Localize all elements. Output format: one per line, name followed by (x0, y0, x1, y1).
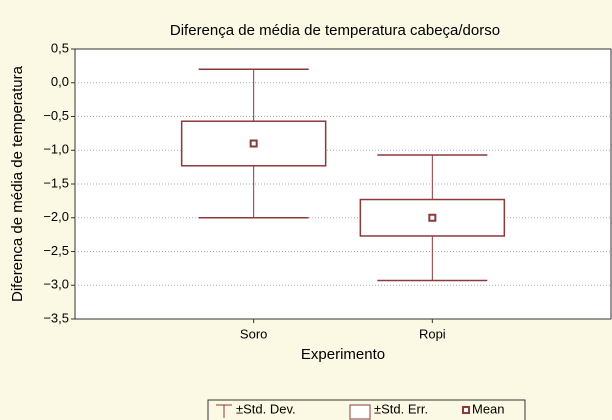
chart-title: Diferença de média de temperatura cabeça… (170, 22, 500, 39)
legend-mean-icon (462, 406, 470, 414)
legend-se-icon (349, 404, 371, 420)
std-err-box (180, 120, 327, 167)
y-axis-label: Diferenca de média de temperatura (9, 65, 26, 302)
y-tick-label: −2,0 (43, 209, 69, 224)
legend-box (207, 399, 526, 420)
x-tick-label: Ropi (419, 326, 446, 341)
x-tick-label: Soro (240, 326, 267, 341)
y-tick-label: −1,0 (43, 142, 69, 157)
x-axis-label: Experimento (301, 346, 385, 363)
y-tick-label: −3,5 (43, 310, 69, 325)
y-tick-label: 0,5 (51, 40, 69, 55)
y-tick-label: −0,5 (43, 108, 69, 123)
legend-label: ±Std. Dev. (236, 401, 296, 416)
legend-label: ±Std. Err. (374, 401, 428, 416)
mean-marker (249, 139, 258, 148)
y-tick-label: 0,0 (51, 74, 69, 89)
mean-marker (428, 213, 437, 222)
legend-label: Mean (472, 401, 505, 416)
y-tick-label: −3,0 (43, 277, 69, 292)
y-tick-label: −2,5 (43, 243, 69, 258)
y-tick-label: −1,5 (43, 175, 69, 190)
